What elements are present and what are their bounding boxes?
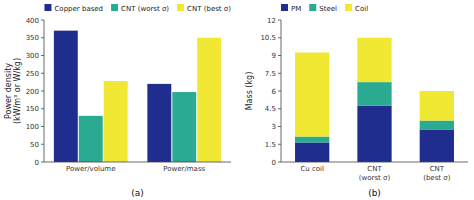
subtitle: (b): [368, 188, 381, 198]
y-tick-label: 50: [30, 141, 39, 149]
y-tick-label: 12: [267, 17, 276, 25]
y-tick-label: 0: [272, 159, 276, 167]
y-tick-label: 300: [26, 52, 39, 60]
y-axis-label: Power density(kW/m³ or W/kg): [4, 58, 22, 124]
bar-segment: [357, 38, 391, 82]
y-tick-label: 10.5: [260, 34, 276, 42]
y-tick-label: 0: [35, 159, 39, 167]
y-tick: [41, 37, 44, 38]
bar: [172, 92, 196, 162]
y-tick: [278, 162, 281, 163]
x-axis-line: [44, 162, 231, 163]
label-line: Mass (kg): [245, 72, 254, 111]
y-tick: [278, 126, 281, 127]
legend-item: PM: [281, 4, 301, 13]
bar-segment: [420, 121, 454, 130]
legend-swatch: [345, 4, 352, 11]
bar-segment: [357, 82, 391, 106]
y-tick-label: 9: [272, 52, 276, 60]
label-line: Power density: [4, 63, 13, 119]
y-tick: [41, 73, 44, 74]
y-tick: [41, 20, 44, 21]
legend-label: PM: [291, 5, 301, 13]
legend-label: CNT (worst σ): [121, 5, 169, 13]
bar: [147, 84, 171, 162]
legend-item: CNT (worst σ): [111, 4, 169, 13]
x-axis-line: [281, 162, 468, 163]
y-tick: [41, 126, 44, 127]
y-axis-label: Mass (kg): [245, 72, 254, 111]
bar-segment: [420, 91, 454, 121]
legend-label: Coil: [355, 5, 368, 13]
bar-segment: [295, 53, 329, 137]
legend-swatch: [177, 4, 184, 11]
y-tick: [278, 108, 281, 109]
bar-segment: [295, 142, 329, 162]
legend-item: Coil: [345, 4, 368, 13]
label-line: (best σ): [423, 174, 451, 182]
label-line: (worst σ): [359, 174, 391, 182]
x-tick-label: CNT(best σ): [423, 165, 451, 182]
y-tick-label: 3: [272, 123, 276, 131]
legend-swatch: [44, 4, 51, 11]
subtitle: (a): [131, 188, 144, 198]
legend-swatch: [281, 4, 288, 11]
y-tick-label: 100: [26, 123, 39, 131]
bar: [197, 38, 221, 162]
y-tick-label: 1.5: [265, 141, 276, 149]
bars: [54, 31, 221, 162]
y-tick-label: 150: [26, 105, 39, 113]
y-tick-label: 4.5: [265, 105, 276, 113]
bar-segment: [357, 106, 391, 162]
legend-item: Steel: [309, 4, 337, 13]
label-line: Power/volume: [66, 165, 115, 173]
legend-label: Copper based: [54, 5, 103, 13]
y-tick-label: 7.5: [265, 70, 276, 78]
label-line: CNT: [430, 165, 445, 173]
panel: PM Steel Coil 0 1.5 3 4.5 6 7.5 9 10.5 12 Cu coil CNT…: [245, 4, 468, 198]
legend-item: CNT (best σ): [177, 4, 231, 13]
y-tick-label: 200: [26, 88, 39, 96]
y-tick: [41, 108, 44, 109]
y-tick-label: 250: [26, 70, 39, 78]
y-tick-label: 350: [26, 34, 39, 42]
label-line: Power/mass: [163, 165, 205, 173]
legend: PM Steel Coil: [281, 4, 368, 13]
label-line: (kW/m³ or W/kg): [13, 58, 22, 124]
legend: Copper based CNT (worst σ) CNT (best σ): [44, 4, 231, 13]
label-line: CNT: [367, 165, 382, 173]
y-tick: [278, 37, 281, 38]
bar: [54, 31, 78, 162]
y-tick-label: 400: [26, 17, 39, 25]
x-tick-label: Power/volume: [66, 165, 115, 173]
x-tick-label: Cu coil: [300, 165, 324, 173]
y-tick: [278, 144, 281, 145]
legend-label: CNT (best σ): [187, 5, 231, 13]
label-line: Cu coil: [300, 165, 324, 173]
bar: [79, 116, 103, 162]
legend-item: Copper based: [44, 4, 103, 13]
legend-swatch: [111, 4, 118, 11]
y-tick: [278, 55, 281, 56]
figure: Copper basedCNT (worst σ)CNT (best σ)050…: [0, 0, 474, 200]
y-tick: [41, 91, 44, 92]
legend-swatch: [309, 4, 316, 11]
bar-segment: [420, 129, 454, 162]
bars: [295, 38, 454, 162]
y-tick: [278, 20, 281, 21]
y-tick: [278, 91, 281, 92]
y-tick: [278, 73, 281, 74]
legend-label: Steel: [319, 5, 337, 13]
y-tick: [41, 55, 44, 56]
bar: [104, 81, 128, 162]
y-tick-label: 6: [272, 88, 277, 96]
x-tick-label: Power/mass: [163, 165, 205, 173]
x-tick-label: CNT(worst σ): [359, 165, 391, 182]
y-tick: [41, 162, 44, 163]
bar-segment: [295, 137, 329, 143]
y-tick: [41, 144, 44, 145]
panel: Copper based CNT (worst σ) CNT (best σ) 0 50…: [4, 4, 232, 198]
